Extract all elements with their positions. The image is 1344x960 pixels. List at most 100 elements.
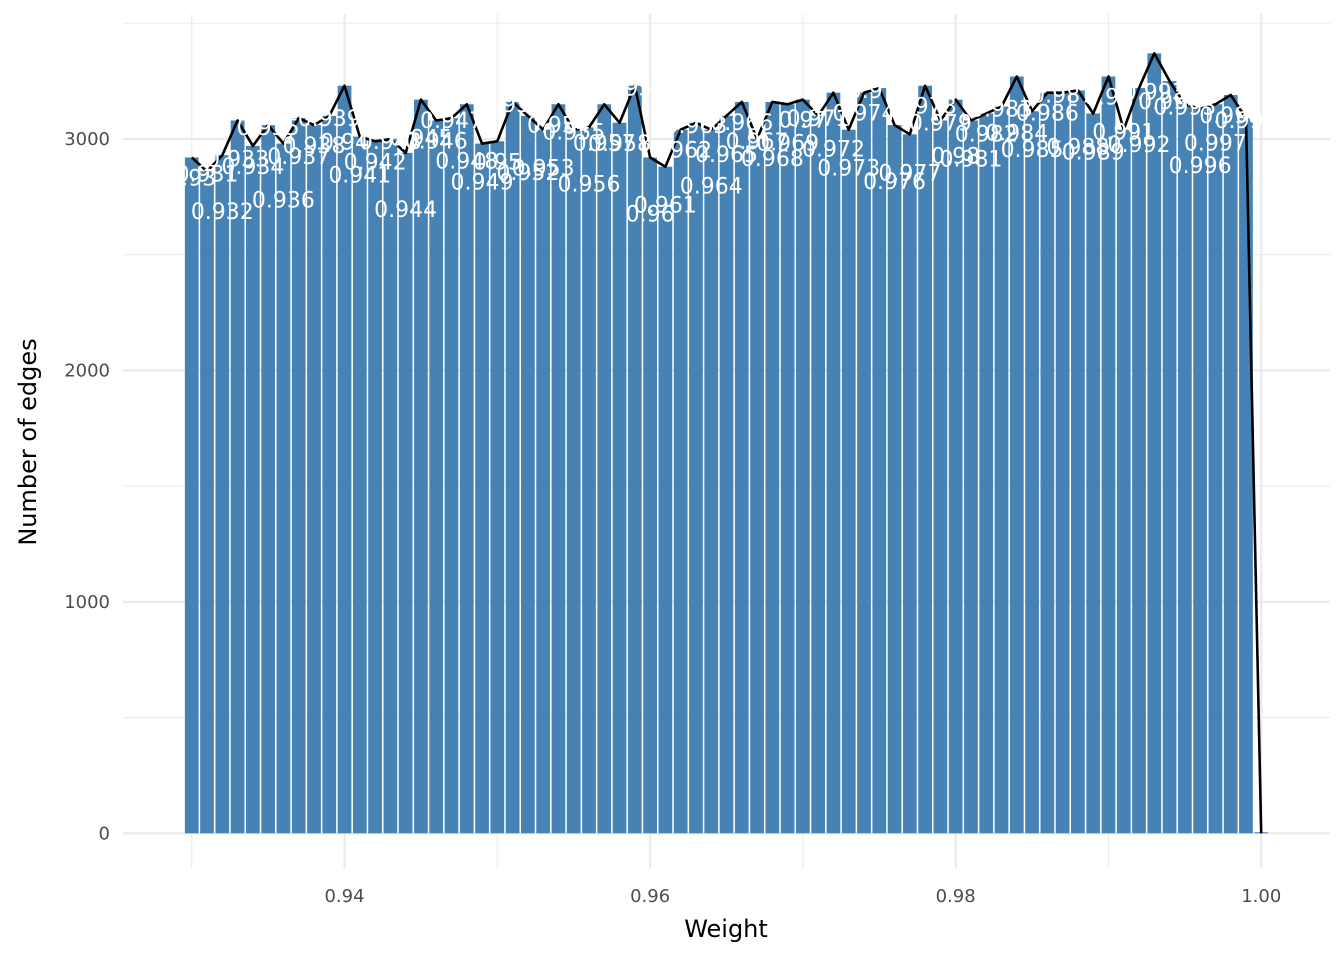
x-axis-ticks: 0.94 0.96 0.98 1.00 — [324, 886, 1281, 907]
bar — [658, 166, 673, 834]
bar-label: 0.969 — [756, 131, 819, 156]
bar-label: 0.937 — [267, 145, 330, 170]
bar-label: 0.992 — [1108, 133, 1171, 158]
bar — [1071, 90, 1085, 834]
bar-label: 0.961 — [634, 194, 697, 219]
bar — [291, 118, 306, 834]
bar-label: 0.977 — [878, 161, 941, 186]
bar — [704, 129, 719, 834]
bar — [261, 125, 276, 834]
bar — [643, 157, 657, 834]
bar-labels: 0.930.9310.9320.9330.9340.9350.9360.9370… — [167, 77, 1277, 228]
bar-label: 0.988 — [1046, 135, 1109, 160]
bar — [245, 145, 260, 834]
bar — [383, 138, 398, 834]
bar-label: 0.957 — [573, 131, 636, 156]
bar — [994, 106, 1009, 834]
bar-label: 0.99 — [1084, 85, 1133, 110]
bar-label: 0.931 — [176, 162, 239, 187]
bar — [566, 129, 581, 834]
bar — [887, 125, 902, 834]
y-tick-label: 1000 — [64, 592, 110, 613]
bar-label: 0.935 — [237, 116, 300, 141]
bar — [964, 120, 978, 834]
bar-label: 0.95 — [473, 150, 522, 175]
bar — [918, 85, 932, 834]
bar-label: 0.967 — [726, 130, 789, 155]
bar — [689, 122, 703, 834]
bar — [184, 157, 199, 834]
bar-label: 0.954 — [527, 113, 590, 138]
bar — [673, 129, 688, 834]
y-axis-title: Number of edges — [14, 338, 42, 545]
bar — [505, 101, 520, 834]
bar-label: 0.941 — [328, 164, 391, 189]
bar — [857, 92, 871, 834]
bar — [765, 101, 780, 834]
bar-label: 0.93 — [167, 166, 216, 191]
bar — [734, 101, 749, 834]
y-tick-label: 0 — [99, 823, 110, 844]
bar — [307, 125, 321, 834]
bar — [612, 122, 627, 834]
bar-label: 0.946 — [405, 129, 468, 154]
bar — [902, 134, 917, 834]
bar-label: 0.947 — [420, 109, 483, 134]
bar — [1116, 129, 1131, 834]
bar — [337, 85, 352, 834]
bar-label: 0.978 — [894, 95, 957, 120]
bar — [1101, 76, 1116, 834]
frequency-polygon — [190, 51, 1263, 834]
bar-label: 0.986 — [1016, 102, 1079, 127]
bar-label: 0.998 — [1199, 104, 1262, 129]
bar-label: 0.976 — [863, 170, 926, 195]
bar-label: 0.938 — [282, 134, 345, 159]
bar-label: 0.982 — [955, 123, 1018, 148]
y-tick-label: 3000 — [64, 129, 110, 150]
bar-label: 0.968 — [741, 147, 804, 172]
bars — [184, 53, 1269, 834]
bar — [459, 104, 474, 834]
bar — [872, 88, 887, 834]
bar-label: 0.981 — [939, 147, 1002, 172]
bar-label: 0.997 — [1184, 131, 1247, 156]
bar — [490, 141, 505, 834]
bar-label: 0.973 — [817, 157, 880, 182]
bar — [627, 85, 642, 834]
bar — [444, 118, 459, 834]
bar-label: 0.984 — [985, 121, 1048, 146]
bar-label: 0.97 — [778, 109, 827, 134]
bar-label: 0.993 — [1123, 80, 1186, 105]
bar — [750, 138, 764, 834]
bar — [536, 129, 551, 834]
bar — [780, 104, 795, 834]
bar — [1009, 76, 1024, 834]
bar-label: 0.98 — [931, 145, 980, 170]
bar-label: 0.964 — [680, 175, 743, 200]
bar — [826, 92, 841, 834]
bar-label: 0.943 — [359, 130, 422, 155]
bar-label: 0.953 — [512, 157, 575, 182]
bar-label: 0.94 — [320, 131, 369, 156]
bar-label: 0.995 — [1153, 95, 1216, 120]
x-axis-title: Weight — [684, 915, 768, 943]
bar — [521, 115, 535, 834]
bar — [796, 99, 810, 834]
bar-label: 0.934 — [221, 155, 284, 180]
bar — [841, 129, 856, 834]
bar-label: 0.974 — [833, 102, 896, 127]
bar — [1086, 113, 1101, 834]
bar — [215, 155, 230, 834]
bar-label: 0.944 — [374, 198, 437, 223]
bar — [230, 120, 245, 834]
bar-label: 0.933 — [206, 147, 269, 172]
bar-label: 0.979 — [909, 111, 972, 136]
bar — [1132, 88, 1146, 834]
bar — [1025, 111, 1039, 834]
bar — [1177, 104, 1192, 834]
bar — [933, 120, 948, 834]
bar-label: 0.956 — [558, 172, 621, 197]
x-tick-label: 0.96 — [630, 886, 670, 907]
bar-label: 0.932 — [191, 200, 254, 225]
